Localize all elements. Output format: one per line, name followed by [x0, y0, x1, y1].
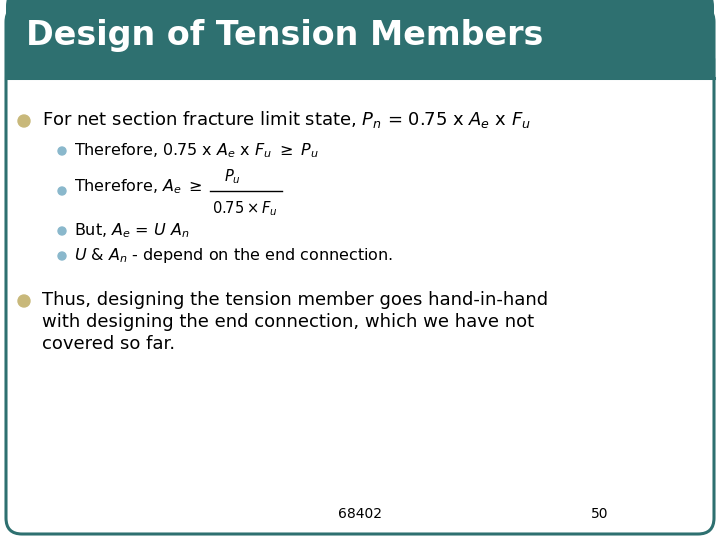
- Circle shape: [18, 115, 30, 127]
- Circle shape: [58, 187, 66, 195]
- Text: Thus, designing the tension member goes hand-in-hand: Thus, designing the tension member goes …: [42, 291, 548, 309]
- Text: Therefore, 0.75 x $A_e$ x $F_u$ $\geq$ $P_u$: Therefore, 0.75 x $A_e$ x $F_u$ $\geq$ $…: [74, 141, 319, 160]
- Circle shape: [18, 295, 30, 307]
- Text: with designing the end connection, which we have not: with designing the end connection, which…: [42, 313, 534, 331]
- Text: covered so far.: covered so far.: [42, 335, 175, 353]
- Text: Design of Tension Members: Design of Tension Members: [26, 19, 544, 52]
- Text: For net section fracture limit state, $P_n$ = 0.75 x $A_e$ x $F_u$: For net section fracture limit state, $P…: [42, 109, 531, 130]
- Bar: [6, 58, 714, 78]
- Circle shape: [58, 252, 66, 260]
- Text: $0.75\times F_u$: $0.75\times F_u$: [212, 199, 278, 218]
- Text: But, $A_e$ = $\mathit{U}$ $A_n$: But, $A_e$ = $\mathit{U}$ $A_n$: [74, 221, 189, 240]
- Circle shape: [58, 147, 66, 155]
- FancyBboxPatch shape: [6, 6, 714, 534]
- FancyBboxPatch shape: [6, 0, 714, 78]
- Text: $P_u$: $P_u$: [224, 167, 241, 186]
- Text: 50: 50: [591, 507, 608, 521]
- Text: Therefore, $A_e$ $\geq$: Therefore, $A_e$ $\geq$: [74, 177, 202, 195]
- Text: 68402: 68402: [338, 507, 382, 521]
- Text: $\mathit{U}$ & $A_n$ - depend on the end connection.: $\mathit{U}$ & $A_n$ - depend on the end…: [74, 246, 393, 265]
- Circle shape: [58, 227, 66, 235]
